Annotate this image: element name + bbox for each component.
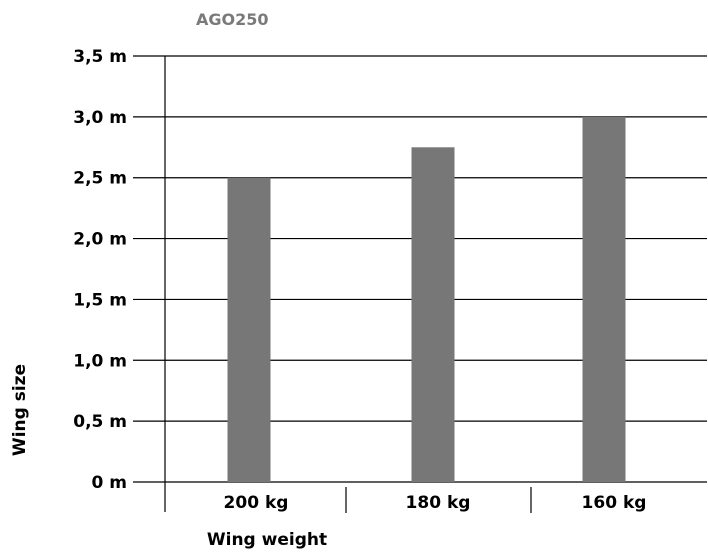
x-tick-label: 180 kg [406, 493, 471, 513]
bar [582, 116, 626, 482]
y-axis-title: Wing size [10, 364, 30, 456]
y-tick-label: 2,5 m [73, 169, 127, 189]
bar [411, 147, 455, 483]
y-tick-label: 3,5 m [73, 47, 127, 67]
y-tick-label: 3,0 m [73, 108, 127, 128]
axes [164, 56, 532, 513]
chart-title: AGO250 [196, 10, 269, 29]
x-axis-title: Wing weight [207, 530, 327, 550]
y-tick-label: 0,5 m [73, 412, 127, 432]
tick-labels: 0 m 0,5 m 1,0 m 1,5 m 2,0 m 2,5 m 3,0 m 3,5 m 20… [73, 47, 646, 513]
x-tick-label: 160 kg [582, 493, 647, 513]
bar [227, 177, 271, 482]
bars [227, 116, 626, 483]
x-tick-label: 200 kg [224, 493, 289, 513]
y-tick-label: 1,0 m [73, 351, 127, 371]
y-tick-label: 0 m [92, 473, 127, 493]
y-tick-label: 1,5 m [73, 290, 127, 310]
y-tick-label: 2,0 m [73, 230, 127, 250]
